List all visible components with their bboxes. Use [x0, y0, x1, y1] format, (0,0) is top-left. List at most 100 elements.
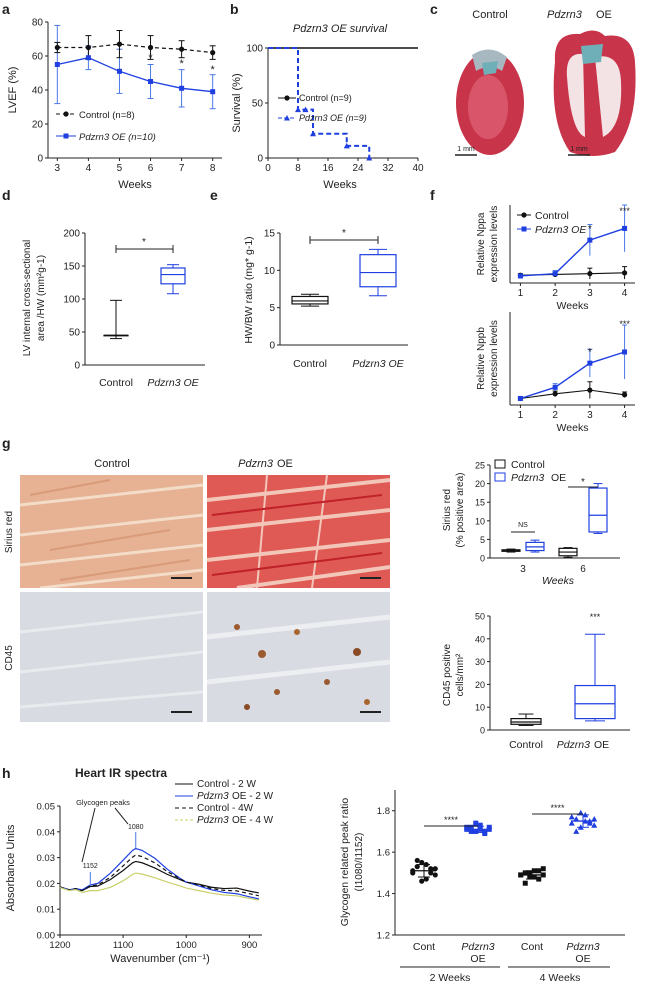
chart-a-significance: * — [179, 58, 184, 70]
chart-a-x-tick-label: 6 — [148, 163, 154, 174]
chart-f-legend-marker-oe — [521, 226, 527, 232]
chart-a-point-control — [54, 44, 60, 51]
chart-f2-point-oe — [517, 395, 523, 401]
chart-h1-arrow — [81, 807, 96, 863]
chart-f1-x-tick-label: 3 — [587, 288, 593, 299]
chart-h1-title: Heart IR spectra — [75, 766, 167, 780]
chart-b-title: Pdzrn3 OE survival — [293, 23, 388, 35]
chart-d-y-tick-label: 200 — [63, 229, 80, 240]
chart-a-point-oe — [85, 55, 91, 61]
sirius-red-control-image — [20, 475, 203, 588]
chart-f1-point-oe — [517, 273, 523, 279]
chart-a-legend-oe: Pdzrn3 OE (n=10) — [79, 132, 156, 143]
chart-f2-significance: * — [588, 347, 592, 358]
chart-g1-legend-swatch-oe — [494, 472, 506, 482]
chart-a-y-tick-label: 80 — [32, 18, 44, 29]
chart-h1-x-tick-label: 900 — [241, 940, 257, 951]
chart-h1-peaks-label: Glycogen peaks — [76, 798, 130, 807]
panel-label-f: f — [430, 187, 435, 203]
chart-f2-point-control — [552, 391, 558, 397]
chart-d-y-tick-label: 0 — [74, 361, 80, 372]
chart-h1-ylabel: Absorbance Units — [5, 824, 17, 911]
chart-a-legend-control: Control (n=8) — [79, 110, 135, 121]
panel-label-d: d — [2, 187, 11, 203]
chart-f2-x-tick-label: 2 — [552, 410, 558, 421]
chart-h2-point-0 — [414, 864, 420, 870]
chart-f1-point-control — [587, 271, 593, 277]
chart-g2-y-tick-label: 30 — [475, 657, 485, 667]
chart-h2-ylabel-2: (I1080/I1152) — [354, 833, 365, 892]
chart-h2-y-tick-label: 1.8 — [377, 806, 390, 817]
chart-h2-point-2 — [522, 880, 528, 886]
sirius-red-oe-image — [207, 475, 390, 588]
chart-h2-point-2 — [522, 870, 528, 876]
chart-a-point-oe — [148, 79, 154, 84]
chart-g1-ylabel: Sirius red — [442, 489, 453, 531]
chart-f1-ylabel-2: expression levels — [489, 206, 500, 283]
chart-a-x-tick-label: 5 — [117, 163, 123, 174]
chart-f1-significance: *** — [619, 206, 630, 216]
chart-d-box-oe-box — [160, 267, 186, 285]
chart-f1-point-oe — [622, 225, 628, 231]
chart-e-box-control-box — [291, 295, 329, 305]
chart-g2-box-oe-box — [574, 684, 616, 720]
chart-h2-point-1 — [468, 824, 474, 830]
chart-f2-ylabel: Relative Nppb — [476, 327, 487, 390]
chart-h2-point-3 — [573, 816, 580, 822]
chart-h2-significance: **** — [550, 803, 565, 813]
chart-h2-xlabel-2: Cont — [521, 941, 543, 953]
chart-h1-y-tick-label: 0.02 — [37, 879, 56, 890]
g-row-sirius: Sirius red — [4, 511, 15, 553]
chart-g2-y-tick-label: 50 — [475, 612, 485, 622]
g-label-oe-suffix: OE — [277, 458, 293, 470]
chart-a-line-control — [57, 43, 213, 54]
chart-g1-ylabel-2: (% positive area) — [455, 472, 466, 547]
chart-h1-xlabel: Wavenumber (cm⁻¹) — [110, 953, 210, 965]
chart-g1-y-tick-label: 10 — [475, 516, 485, 526]
heart-scale-control: 1 mm — [457, 146, 475, 153]
chart-a-point-oe — [179, 85, 185, 91]
chart-d-xlabel-control: Control — [99, 377, 133, 389]
chart-h2-point-2 — [536, 868, 542, 874]
chart-h1-legend-0: Control - 2 W — [197, 779, 256, 790]
chart-b-y-tick-label: 100 — [246, 44, 263, 55]
chart-f2-line-oe — [520, 351, 625, 400]
chart-f2-x-tick-label: 4 — [622, 410, 628, 421]
chart-h2-point-0 — [428, 866, 434, 872]
chart-h2-y-tick-label: 1.4 — [377, 889, 390, 900]
g-row-cd45: CD45 — [4, 645, 15, 671]
chart-h1-y-tick-label: 0.00 — [37, 931, 56, 942]
heart-label-control: Control — [472, 9, 507, 21]
chart-h1-line-0 — [59, 860, 259, 894]
cd45-oe-image — [207, 592, 390, 722]
chart-h2-point-1 — [477, 822, 483, 828]
chart-g1-xlabel: Weeks — [542, 575, 575, 587]
chart-f2-x-tick-label: 3 — [587, 410, 593, 421]
panel-label-h: h — [2, 765, 11, 781]
chart-h1-y-tick-label: 0.03 — [37, 853, 56, 864]
chart-d-ylabel: LV internal cross-sectional — [22, 240, 33, 357]
chart-b-legend-marker-oe — [284, 115, 290, 121]
chart-f-legend-marker-control — [521, 212, 527, 218]
chart-g1-legend-control: Control — [511, 459, 545, 471]
chart-g1-y-tick-label: 15 — [475, 498, 485, 508]
chart-a-y-tick-label: 0 — [37, 154, 43, 165]
chart-f2-ylabel-2: expression levels — [489, 320, 500, 397]
heart-section-oe — [545, 22, 640, 160]
chart-g2-y-tick-label: 20 — [475, 680, 485, 690]
chart-f2-x-tick-label: 1 — [518, 410, 524, 421]
panel-label-a: a — [2, 1, 10, 17]
chart-g1-y-tick-label: 0 — [480, 554, 485, 564]
chart-g1-box-3-box — [588, 487, 608, 533]
chart-b-legend-control: Control (n=9) — [299, 93, 352, 103]
chart-e-y-tick-label: 10 — [264, 266, 276, 277]
chart-g2-ylabel-2: cells/mm² — [455, 653, 466, 696]
chart-h1-x-tick-label: 1200 — [49, 940, 70, 951]
chart-d-ylabel-2: area /HW (mm²g-1) — [36, 255, 47, 341]
chart-a-xlabel: Weeks — [118, 179, 152, 191]
chart-d-y-tick-label: 150 — [63, 262, 80, 273]
chart-b-censor-oe — [302, 106, 309, 113]
chart-h1-y-tick-label: 0.04 — [37, 827, 56, 838]
chart-a-point-oe — [116, 68, 122, 74]
